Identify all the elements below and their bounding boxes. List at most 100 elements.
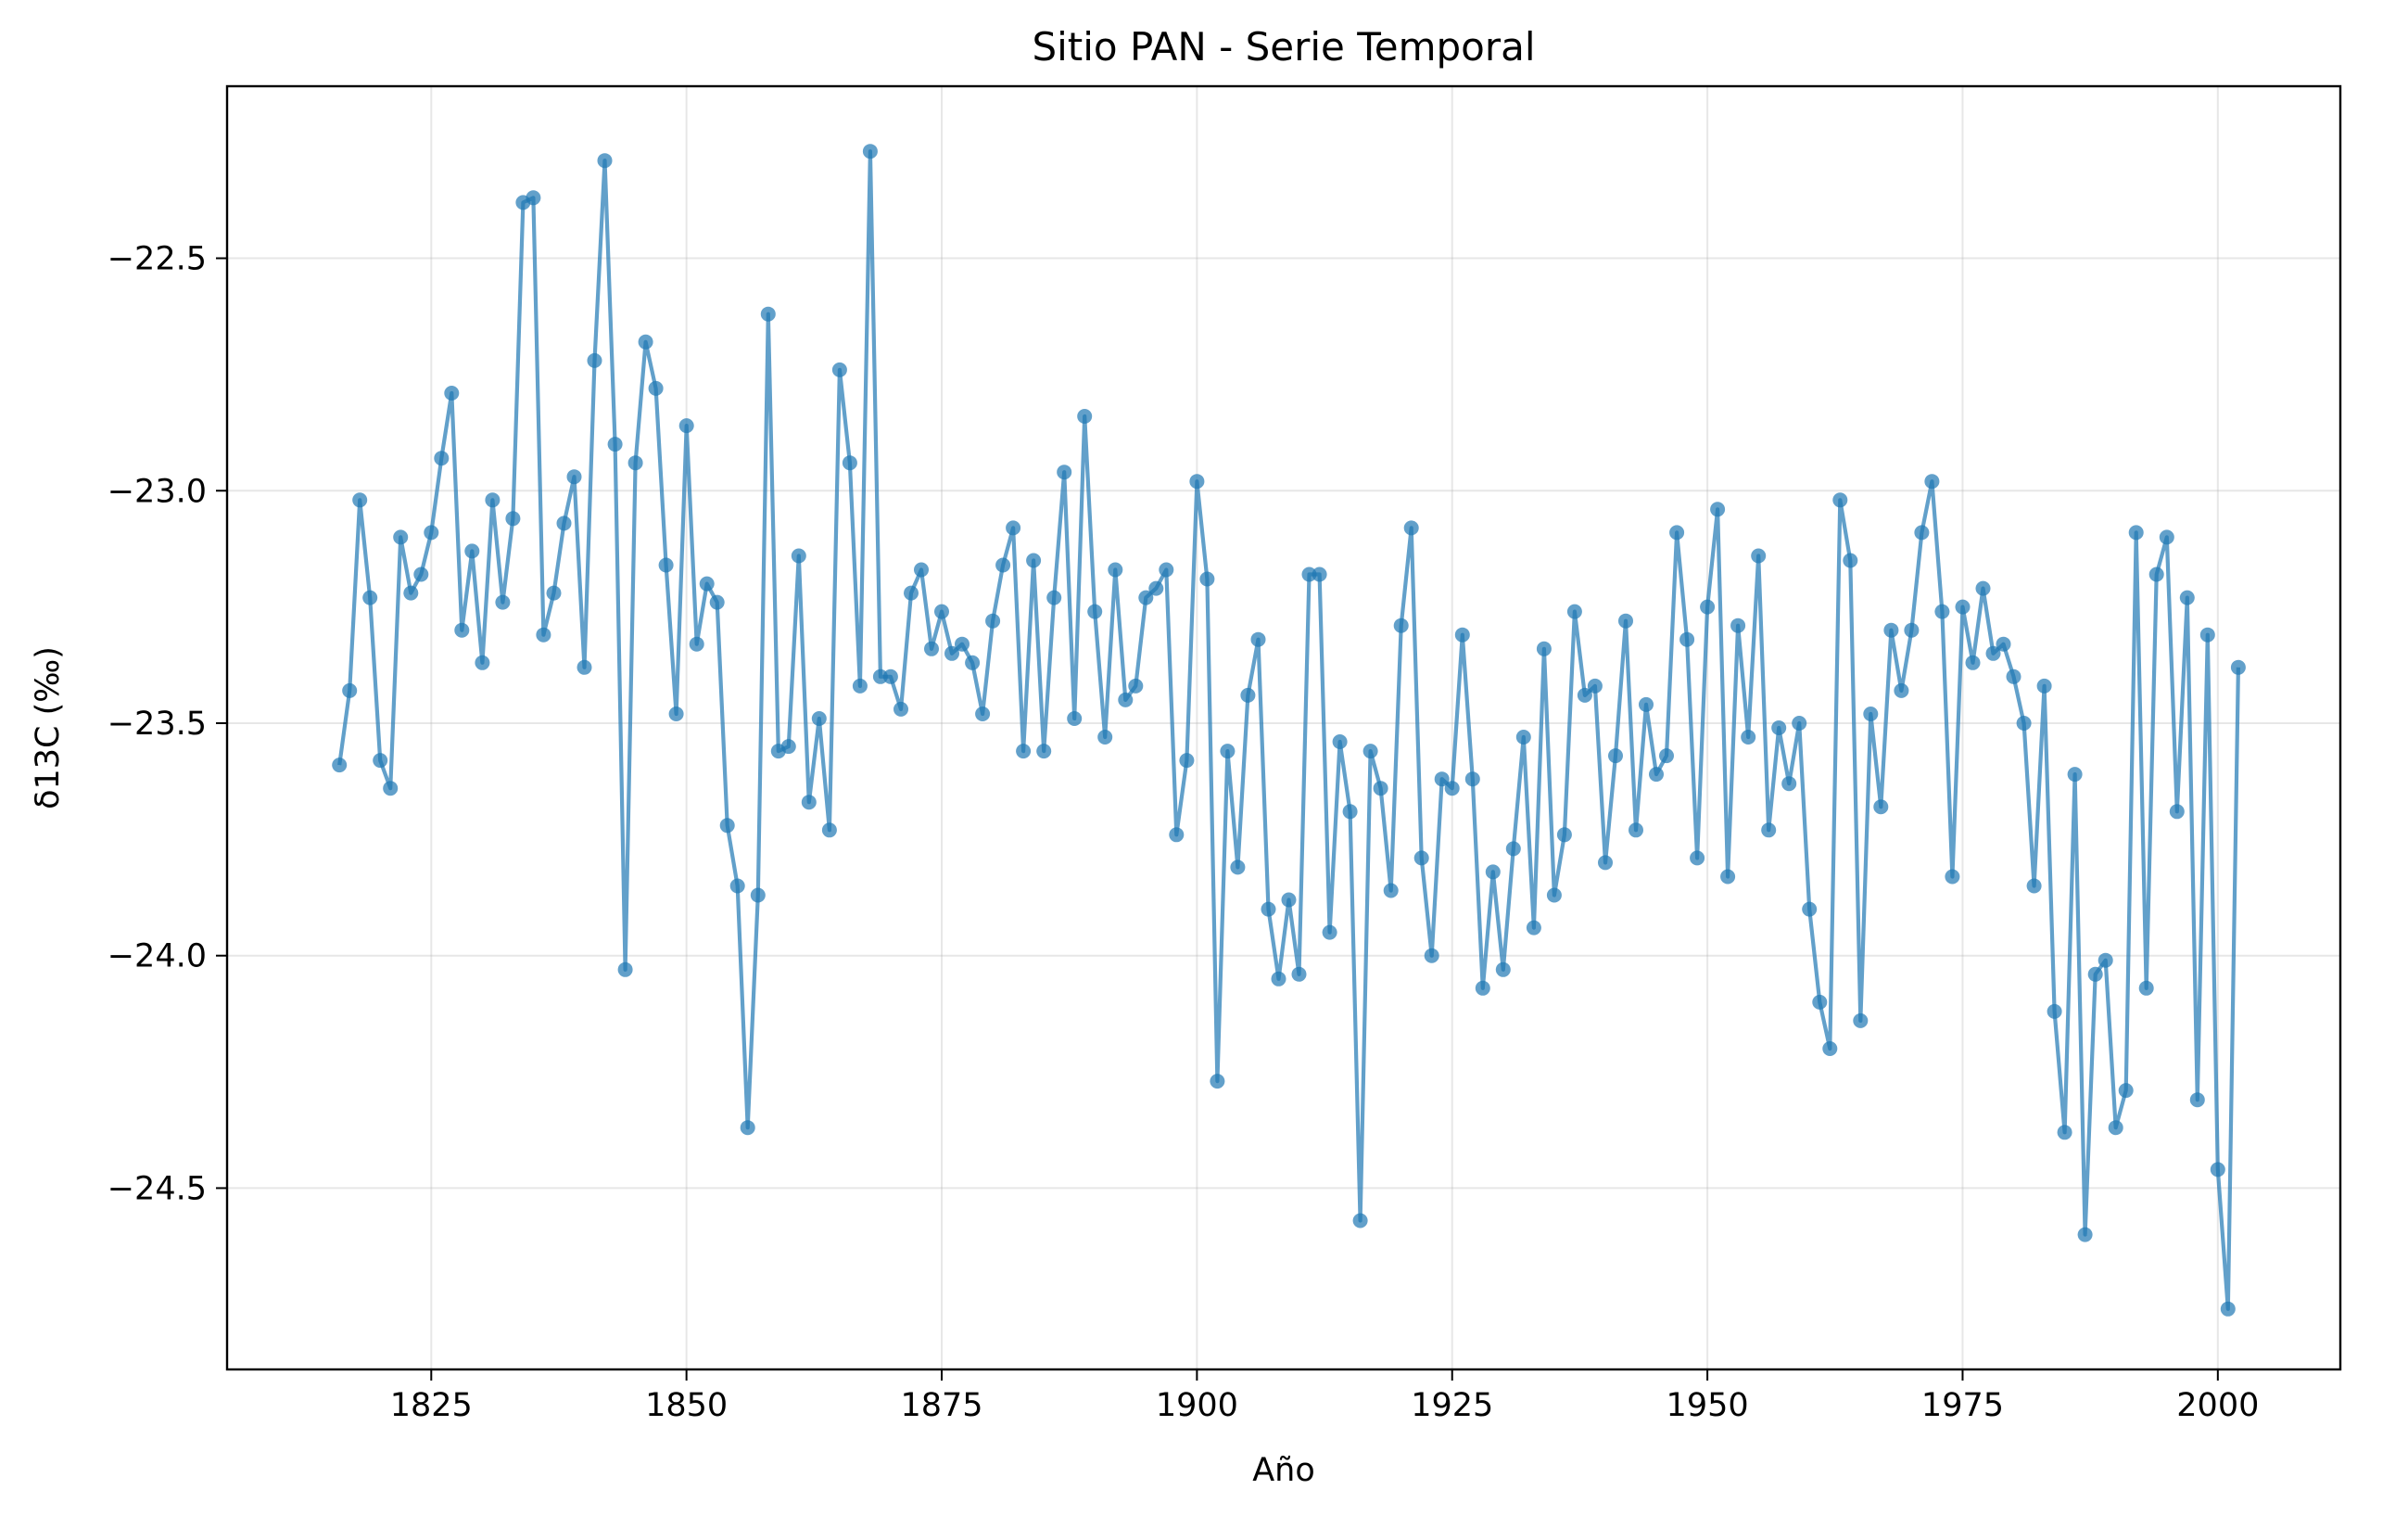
data-point	[1495, 961, 1511, 977]
data-point	[1301, 567, 1317, 582]
y-axis-label: δ13C (‰)	[30, 646, 67, 809]
data-point	[1230, 859, 1246, 875]
data-point	[882, 668, 898, 684]
y-tick-label: −23.0	[108, 473, 207, 510]
data-point	[1312, 567, 1327, 582]
data-point	[699, 576, 715, 592]
data-point	[1485, 864, 1501, 880]
data-point	[566, 469, 582, 485]
data-point	[2067, 767, 2083, 783]
data-point	[955, 636, 970, 652]
data-point	[1291, 966, 1307, 982]
data-point	[1863, 707, 1879, 721]
data-point	[1679, 631, 1695, 647]
data-point	[1067, 711, 1083, 726]
data-point	[1996, 636, 2011, 652]
data-point	[536, 627, 551, 643]
data-point	[587, 352, 602, 368]
series-layer	[332, 144, 2246, 1317]
data-point	[2047, 1003, 2062, 1019]
y-tick-label: −24.5	[108, 1170, 207, 1207]
data-point	[1629, 822, 1643, 838]
data-point	[1761, 822, 1777, 838]
data-point	[1342, 804, 1358, 820]
data-point	[2057, 1125, 2072, 1140]
data-point	[760, 306, 776, 322]
data-point	[1883, 622, 1899, 638]
data-point	[1771, 720, 1787, 735]
data-point	[444, 386, 460, 401]
data-point	[1383, 883, 1399, 898]
data-point	[1730, 617, 1746, 633]
data-point	[617, 961, 633, 977]
data-point	[1454, 627, 1470, 643]
data-point	[1250, 631, 1266, 647]
data-point	[413, 567, 429, 582]
data-point	[1210, 1074, 1225, 1089]
data-point	[1792, 716, 1807, 731]
data-point	[1118, 692, 1134, 707]
x-tick-label: 1950	[1667, 1387, 1749, 1424]
data-point	[1598, 855, 1613, 871]
data-point	[1464, 771, 1480, 787]
data-point	[1546, 887, 1562, 903]
data-point	[2087, 966, 2103, 982]
data-point	[1822, 1041, 1838, 1056]
data-point	[1669, 525, 1685, 541]
data-point	[1261, 901, 1276, 917]
data-point	[1373, 781, 1388, 796]
data-point	[1781, 776, 1797, 792]
data-point	[424, 525, 439, 541]
data-point	[1097, 730, 1113, 745]
data-point	[607, 437, 623, 452]
data-point	[1036, 744, 1052, 759]
x-tick-label: 1875	[900, 1387, 982, 1424]
data-point	[1393, 617, 1409, 633]
plot-frame	[225, 84, 2342, 1371]
data-point	[791, 548, 806, 564]
data-point	[811, 711, 827, 726]
data-point	[2230, 659, 2246, 675]
data-point	[1904, 622, 1920, 638]
data-point	[2108, 1120, 2123, 1136]
data-point	[2169, 804, 2185, 820]
data-point	[1128, 678, 1144, 694]
data-point	[2128, 525, 2144, 541]
data-point	[1424, 948, 1439, 963]
data-point	[1934, 604, 1950, 619]
data-point	[914, 562, 929, 578]
x-tick-label: 1900	[1156, 1387, 1238, 1424]
data-point	[352, 492, 368, 508]
y-tick-label: −24.0	[108, 938, 207, 975]
data-point	[1169, 827, 1185, 843]
data-point	[1271, 971, 1286, 987]
data-point	[1332, 734, 1348, 749]
data-point	[1444, 781, 1460, 796]
data-point	[1639, 696, 1654, 712]
data-point	[1843, 553, 1858, 568]
data-point	[821, 822, 837, 838]
data-point	[750, 887, 766, 903]
data-point	[1975, 580, 1991, 596]
data-point	[1914, 525, 1930, 541]
data-point	[1802, 901, 1818, 917]
data-point	[944, 645, 959, 661]
data-point	[577, 659, 592, 675]
data-point	[985, 613, 1001, 629]
data-point	[1556, 827, 1572, 843]
data-point	[1189, 474, 1205, 490]
data-point	[2179, 590, 2195, 605]
data-point	[924, 641, 939, 656]
x-tick-label: 2000	[2176, 1387, 2259, 1424]
data-point	[1159, 562, 1174, 578]
data-point	[668, 707, 684, 721]
data-point	[872, 668, 888, 684]
data-point	[546, 585, 562, 601]
data-point	[1199, 571, 1215, 587]
data-point	[505, 511, 521, 527]
data-point	[965, 655, 981, 670]
data-point	[1087, 604, 1103, 619]
data-point	[904, 585, 919, 601]
data-point	[1700, 599, 1716, 615]
